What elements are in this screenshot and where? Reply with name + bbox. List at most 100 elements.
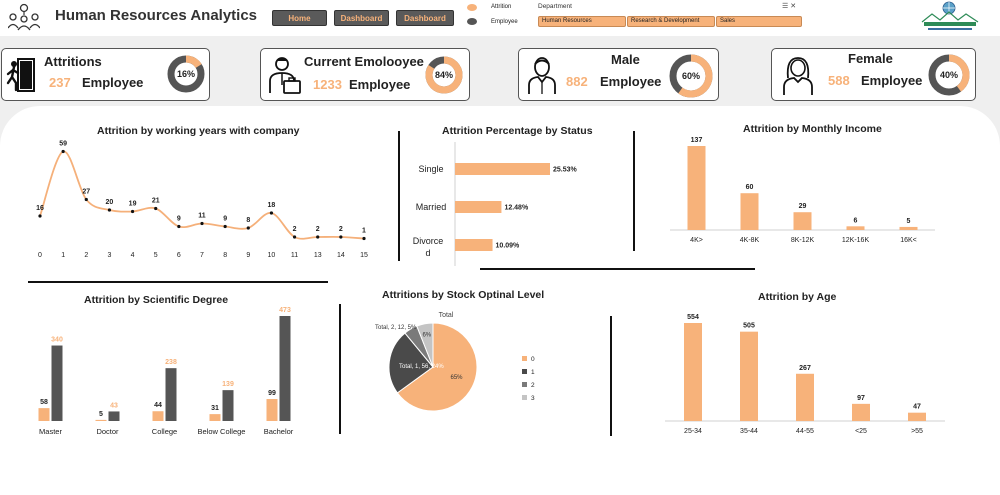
degree-tick-label-0: Master: [39, 427, 62, 436]
stock-slice-label-1: Total, 1, 56, 24%: [399, 364, 444, 370]
chart-age-bar-1: [740, 331, 758, 421]
degree-bar-attrition-2: [152, 411, 164, 421]
donut-fill: [928, 54, 970, 96]
kpi-current-employee-title: Current Emolooyee: [304, 54, 424, 69]
nav-dashboard-2-button[interactable]: Dashboard: [396, 10, 454, 26]
kpi-current-employee-card: Current Emolooyee 1233 Employee 84%: [260, 48, 470, 101]
years-point-3: [107, 208, 112, 212]
status-value-label-single: 25.53%: [553, 167, 578, 174]
years-point-0: [38, 214, 42, 218]
years-value-label-8: 9: [223, 216, 227, 223]
nav-home-button[interactable]: Home: [272, 10, 327, 26]
years-tick-label-3: 3: [107, 252, 111, 259]
chart-age-value-label-1: 505: [743, 323, 755, 330]
divider-vertical-3: [339, 304, 341, 434]
status-bar-divorced: [455, 239, 493, 251]
years-value-label-15: 1: [362, 228, 366, 235]
stock-legend-swatch-2: [522, 382, 527, 387]
donut-fill: [167, 55, 205, 93]
years-line-chart: 1605912722031942159611798891810211213214…: [36, 141, 368, 260]
kpi-current-employee-unit: Employee: [349, 77, 411, 92]
chart-income-value-label-0: 137: [691, 137, 703, 144]
years-point-14: [339, 235, 343, 239]
years-tick-label-9: 9: [246, 252, 250, 259]
kpi-current-employee-number: 1233: [313, 77, 342, 92]
age-bar-chart: 554 25-34 505 35-44 267 44-55 97 <25 47 >55: [665, 314, 945, 435]
years-value-label-6: 9: [177, 216, 181, 223]
degree-tick-label-3: Below College: [198, 427, 246, 436]
years-tick-label-11: 11: [291, 252, 298, 259]
age-chart-title: Attrition by Age: [758, 291, 837, 303]
stock-slice-3: [416, 322, 434, 368]
years-tick-label-4: 4: [131, 252, 135, 259]
legend-attrition-swatch: [467, 4, 477, 11]
kpi-female-title: Female: [848, 51, 893, 66]
degree-bar-employee-3: [222, 390, 234, 421]
chart-age-bar-0: [684, 323, 702, 421]
degree-value-label-attrition-3: 31: [211, 405, 219, 412]
status-value-label-divorced: 10.09%: [496, 243, 521, 250]
years-tick-label-13: 13: [314, 252, 322, 259]
years-point-9: [246, 226, 250, 230]
chart-age-bar-4: [908, 412, 926, 421]
status-bar-single: [455, 163, 550, 175]
chart-age-bar-3: [852, 403, 870, 421]
chart-income-bar-2: [793, 212, 812, 230]
degree-tick-label-4: Bachelor: [264, 427, 294, 436]
years-tick-label-6: 6: [177, 252, 181, 259]
status-category-label-single: Single: [418, 164, 443, 174]
kpi-female-unit: Employee: [861, 73, 923, 88]
stock-slice-0: [396, 322, 478, 412]
stock-legend-label-0: 0: [531, 356, 535, 363]
years-point-8: [223, 224, 227, 229]
kpi-female-card: Female 588 Employee 40%: [771, 48, 976, 101]
chart-income-value-label-2: 29: [799, 203, 807, 210]
slicer-human-resources[interactable]: Human Resources: [538, 16, 626, 27]
stock-legend-swatch-3: [522, 395, 527, 400]
donut-fill: [425, 56, 463, 94]
degree-tick-label-1: Doctor: [96, 427, 119, 436]
degree-value-label-employee-3: 139: [222, 381, 234, 388]
years-tick-label-8: 8: [223, 252, 227, 259]
years-value-label-3: 20: [106, 199, 114, 206]
degree-bar-attrition-0: [38, 408, 50, 421]
degree-value-label-attrition-4: 99: [268, 390, 276, 397]
divider-horizontal-2: [28, 281, 328, 283]
chart-income-value-label-3: 6: [854, 217, 858, 224]
stock-legend-swatch-1: [522, 369, 527, 374]
stock-slice-1: [388, 332, 434, 394]
kpi-current-employee-donut: 84%: [425, 56, 463, 94]
chart-income-bar-4: [899, 226, 918, 230]
chart-age-tick-label-1: 35-44: [740, 428, 758, 435]
slicer-sales[interactable]: Sales: [716, 16, 802, 27]
years-point-5: [154, 206, 158, 211]
filter-clear-icon[interactable]: ☰ ✕: [782, 3, 797, 10]
income-chart-title: Attrition by Monthly Income: [743, 123, 882, 135]
department-slicer-label: Department: [538, 3, 572, 10]
degree-value-label-employee-2: 238: [165, 359, 177, 366]
years-value-label-4: 19: [129, 201, 137, 208]
years-tick-label-15: 15: [360, 252, 368, 259]
kpi-attritions-number: 237: [49, 75, 71, 90]
status-category-label-divorced: Divorce: [413, 236, 444, 246]
years-value-label-2: 27: [82, 189, 90, 196]
degree-bar-chart: 58 340 Master 5 43 Doctor 44 238 College 31 139 Bel…: [38, 307, 294, 436]
nav-dashboard-button[interactable]: Dashboard: [334, 10, 389, 26]
stock-slice-label-2: Total, 2, 12, 5%: [375, 325, 417, 331]
years-tick-label-14: 14: [337, 252, 345, 259]
years-tick-label-2: 2: [84, 252, 88, 259]
years-point-1: [61, 149, 65, 154]
chart-age-value-label-3: 97: [857, 395, 865, 402]
years-tick-label-0: 0: [38, 252, 42, 259]
degree-bar-employee-2: [165, 368, 177, 421]
years-point-10: [269, 211, 274, 215]
degree-value-label-attrition-1: 5: [99, 411, 103, 418]
chart-age-value-label-4: 47: [913, 404, 921, 411]
slicer-research-development[interactable]: Research & Development: [627, 16, 715, 27]
kpi-male-donut: 60%: [669, 54, 713, 98]
chart-age-tick-label-3: <25: [855, 428, 867, 435]
years-value-label-10: 18: [268, 202, 276, 209]
chart-income-tick-label-1: 4K-8K: [740, 237, 760, 244]
divider-vertical-4: [610, 316, 612, 436]
chart-age-value-label-0: 554: [687, 314, 699, 321]
